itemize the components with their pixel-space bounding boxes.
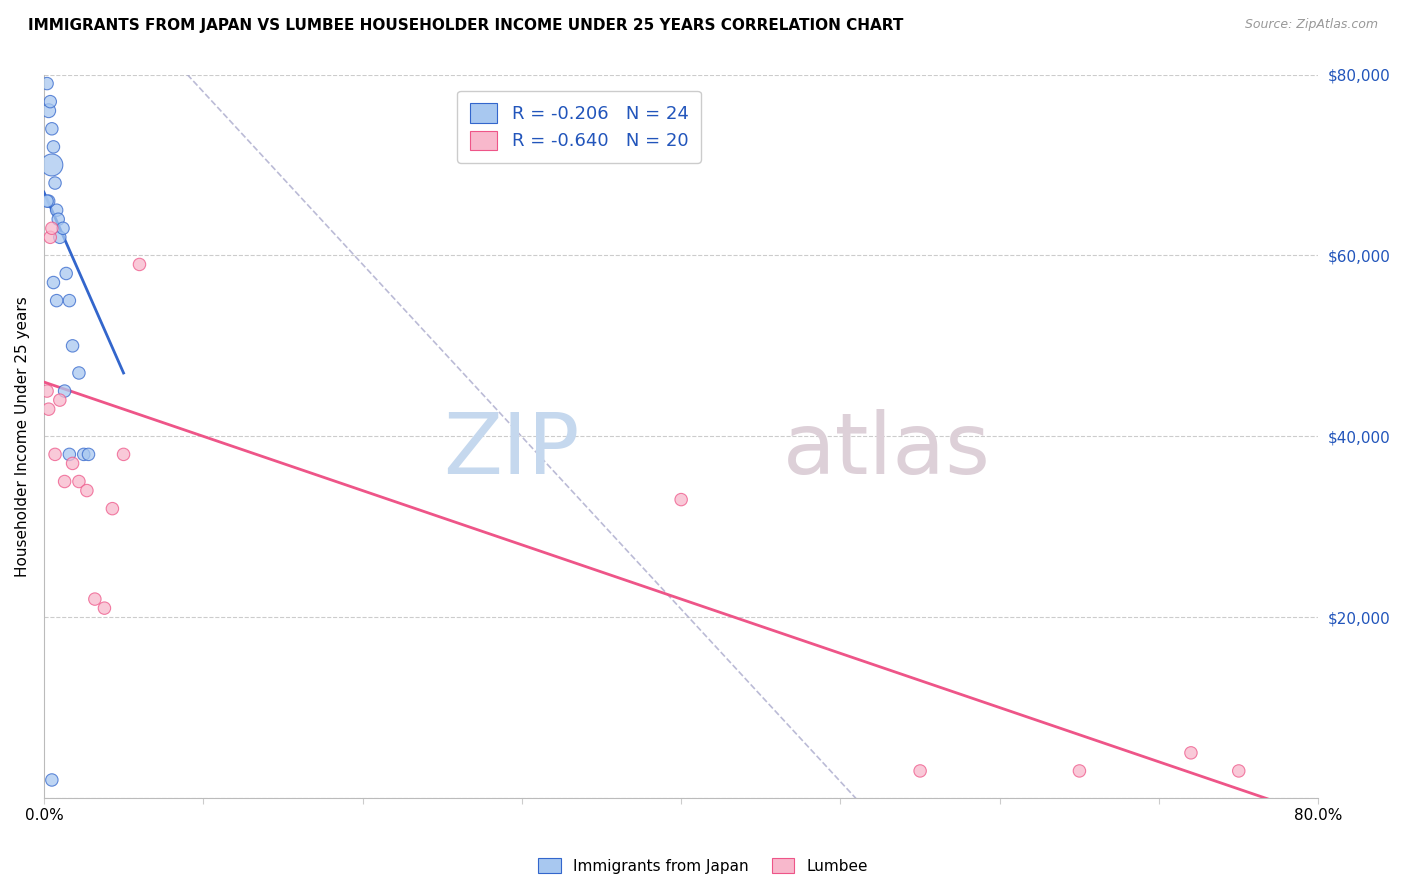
- Point: [42, 140, 65, 154]
- Point: [73, 447, 96, 461]
- Point: [1180, 746, 1202, 760]
- Point: [58, 293, 80, 308]
- Point: [35, 384, 58, 398]
- Point: [45, 293, 67, 308]
- Point: [93, 601, 115, 615]
- Text: atlas: atlas: [783, 409, 991, 492]
- Point: [908, 764, 931, 778]
- Point: [35, 77, 58, 91]
- Point: [669, 492, 692, 507]
- Point: [41, 772, 63, 787]
- Y-axis label: Householder Income Under 25 years: Householder Income Under 25 years: [15, 296, 30, 576]
- Point: [1069, 764, 1091, 778]
- Point: [41, 158, 63, 172]
- Point: [46, 212, 69, 227]
- Text: IMMIGRANTS FROM JAPAN VS LUMBEE HOUSEHOLDER INCOME UNDER 25 YEARS CORRELATION CH: IMMIGRANTS FROM JAPAN VS LUMBEE HOUSEHOL…: [28, 18, 904, 33]
- Point: [53, 384, 76, 398]
- Point: [38, 194, 60, 208]
- Point: [112, 447, 135, 461]
- Point: [77, 447, 100, 461]
- Point: [38, 402, 60, 417]
- Point: [45, 203, 67, 218]
- Text: ZIP: ZIP: [443, 409, 579, 492]
- Point: [49, 393, 72, 408]
- Point: [128, 257, 150, 271]
- Point: [53, 475, 76, 489]
- Point: [41, 121, 63, 136]
- Point: [35, 194, 58, 208]
- Point: [39, 230, 62, 244]
- Point: [1227, 764, 1250, 778]
- Point: [101, 501, 124, 516]
- Point: [44, 176, 66, 190]
- Point: [67, 475, 90, 489]
- Legend: R = -0.206   N = 24, R = -0.640   N = 20: R = -0.206 N = 24, R = -0.640 N = 20: [457, 91, 702, 163]
- Point: [42, 276, 65, 290]
- Point: [76, 483, 98, 498]
- Point: [39, 95, 62, 109]
- Point: [49, 230, 72, 244]
- Point: [52, 221, 75, 235]
- Point: [55, 267, 77, 281]
- Point: [62, 457, 84, 471]
- Point: [41, 221, 63, 235]
- Point: [58, 447, 80, 461]
- Point: [44, 447, 66, 461]
- Text: Source: ZipAtlas.com: Source: ZipAtlas.com: [1244, 18, 1378, 31]
- Point: [83, 592, 105, 607]
- Legend: Immigrants from Japan, Lumbee: Immigrants from Japan, Lumbee: [531, 852, 875, 880]
- Point: [62, 339, 84, 353]
- Point: [67, 366, 90, 380]
- Point: [38, 103, 60, 118]
